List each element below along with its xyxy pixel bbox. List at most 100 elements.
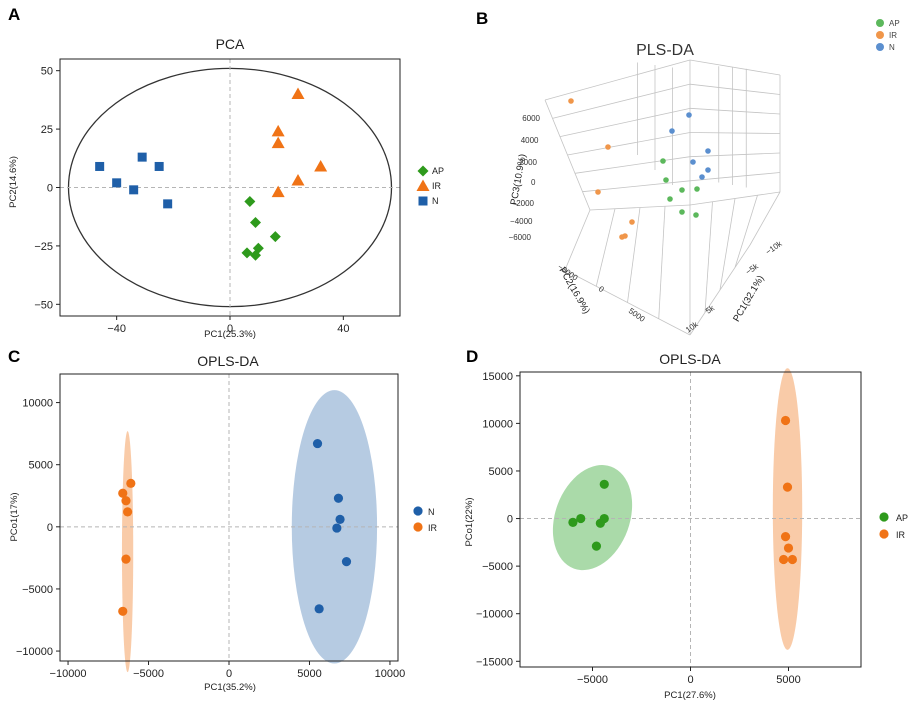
grid-line xyxy=(689,152,781,158)
legend-marker-ap xyxy=(417,165,429,177)
data-point-n xyxy=(705,167,711,173)
data-point-ap xyxy=(599,479,609,489)
panel-label-a: A xyxy=(8,5,20,24)
y-tick-label: −10000 xyxy=(16,646,53,658)
data-point-ap xyxy=(694,186,700,192)
grid-line xyxy=(704,201,713,313)
grid-line xyxy=(689,132,781,134)
x-tick-label: 0 xyxy=(687,674,693,686)
data-point-ir xyxy=(118,488,128,498)
x-tick-label: −5000 xyxy=(577,674,608,686)
data-point-n xyxy=(333,493,344,503)
legend-marker-n xyxy=(418,196,428,206)
x-tick-label: 5000 xyxy=(776,674,800,686)
data-point-ap xyxy=(693,212,699,218)
y-tick-label: −15000 xyxy=(476,656,513,668)
grid-line xyxy=(689,107,781,115)
data-point-ap xyxy=(252,242,264,254)
legend-marker-ap xyxy=(876,19,884,27)
data-point-ir xyxy=(291,173,305,186)
grid-line xyxy=(689,83,781,95)
xlabel-b: PC1(32.1%) xyxy=(731,274,766,324)
box-edge xyxy=(544,59,691,101)
y-tick-label: 15000 xyxy=(482,371,513,383)
data-point-n xyxy=(137,152,147,162)
data-point-ap xyxy=(679,187,685,193)
x-tick-label: −10k xyxy=(764,239,784,257)
data-point-n xyxy=(686,112,692,118)
data-point-n xyxy=(154,161,164,171)
y-tick-label: −5000 xyxy=(482,561,513,573)
legend-marker-n xyxy=(413,506,423,516)
x-tick-label: −10000 xyxy=(50,668,87,680)
x-tick-label: 10k xyxy=(684,319,701,334)
data-point-ir xyxy=(271,136,285,149)
grid-line xyxy=(552,83,691,119)
y-tick-label: 0 xyxy=(47,183,53,195)
data-point-n xyxy=(335,514,345,524)
y-tick-label: −50 xyxy=(34,299,53,311)
data-point-ap xyxy=(595,518,605,528)
data-point-ap xyxy=(679,209,685,215)
y-tick-label: −10000 xyxy=(476,609,513,621)
panel-label-c: C xyxy=(8,347,20,366)
y-tick-label: 10000 xyxy=(22,398,53,410)
legend-marker-ir xyxy=(876,31,884,39)
x-tick-label: 5000 xyxy=(297,668,321,680)
legend-marker-n xyxy=(876,43,884,51)
legend-marker-ir xyxy=(879,529,889,539)
legend-a-ir: IR xyxy=(432,181,442,191)
plot-c: −10000 −5000 0 5000 10000 10000 5000 0 −5000 −100… xyxy=(16,373,423,680)
x-tick-label: 0 xyxy=(227,323,233,335)
y-tick-label: −5000 xyxy=(22,584,53,596)
y-tick-label: 50 xyxy=(41,66,53,78)
x-tick-label: 0 xyxy=(226,668,232,680)
legend-a-n: N xyxy=(432,196,439,206)
data-point-n xyxy=(332,523,342,533)
plot-d: −5000 0 5000 15000 10000 5000 0 −5000 −10000 −150… xyxy=(476,368,889,686)
data-point-ir xyxy=(783,543,794,553)
x-tick-label: −40 xyxy=(107,323,126,335)
grid-line xyxy=(719,198,736,291)
data-point-ir xyxy=(568,98,574,104)
grid-line xyxy=(595,208,616,287)
data-point-ir xyxy=(291,87,305,100)
confidence-ellipse-d-ap xyxy=(552,465,633,571)
data-point-n xyxy=(163,199,173,209)
y-tick-label: 0 xyxy=(507,514,513,526)
z-tick-label: −4000 xyxy=(510,217,533,226)
legend-d-ap: AP xyxy=(896,513,908,523)
y-tick-label: 5000 xyxy=(489,466,513,478)
title-a: PCA xyxy=(216,36,245,52)
legend-b-ap: AP xyxy=(889,19,900,28)
y-tick-label: 5000 xyxy=(627,306,647,324)
x-tick-label: 40 xyxy=(337,323,349,335)
ylabel-c: PCo1(17%) xyxy=(9,492,20,541)
data-point-ap xyxy=(241,247,253,259)
z-tick-label: 6000 xyxy=(522,114,540,123)
data-point-ir xyxy=(787,554,798,565)
legend-c-n: N xyxy=(428,507,435,517)
box-edge xyxy=(749,191,781,246)
grid-line xyxy=(627,207,641,303)
data-point-ir xyxy=(126,478,136,488)
data-point-ap xyxy=(568,517,578,527)
legend-a-ap: AP xyxy=(432,166,444,176)
xlabel-a: PC1(25.3%) xyxy=(204,329,256,340)
y-tick-label: −25 xyxy=(34,241,53,253)
title-c: OPLS-DA xyxy=(197,353,259,369)
data-point-ir xyxy=(619,234,625,240)
grid-line xyxy=(582,180,691,193)
legend-b-n: N xyxy=(889,43,895,52)
legend-marker-ir xyxy=(416,179,430,191)
legend-b-ir: IR xyxy=(889,31,897,40)
confidence-ellipse-d-ir xyxy=(772,368,803,650)
grid-line xyxy=(574,156,691,174)
xlabel-c: PC1(35.2%) xyxy=(204,682,256,693)
plot-b: 6000400020000−2000−4000−6000−500005000−1… xyxy=(509,19,884,336)
data-point-ir xyxy=(118,606,128,616)
confidence-ellipse-c-ir xyxy=(121,431,134,673)
z-tick-label: −6000 xyxy=(509,233,532,242)
y-tick-label: 0 xyxy=(47,522,53,534)
x-tick-label: 10000 xyxy=(375,668,406,680)
